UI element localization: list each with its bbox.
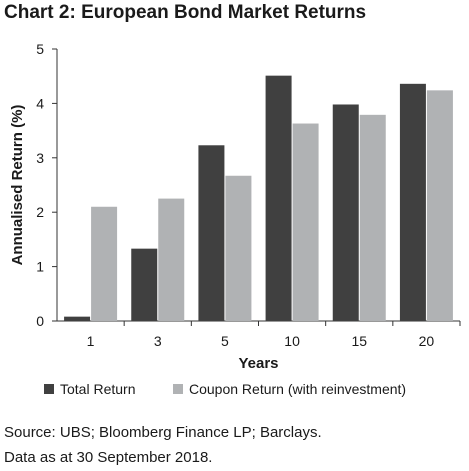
y-tick-label: 4 (36, 95, 44, 111)
y-tick-label: 5 (36, 41, 44, 57)
bar-total-return-5 (198, 145, 225, 321)
bars (64, 75, 453, 322)
bar-coupon-return-15 (359, 114, 386, 321)
legend: Total Return Coupon Return (with reinvest… (44, 381, 406, 397)
bar-total-return-1 (64, 316, 91, 321)
data-date-note: Data as at 30 September 2018. (4, 449, 213, 466)
y-tick-label: 2 (36, 204, 44, 220)
chart-title: Chart 2: European Bond Market Returns (4, 2, 367, 23)
x-tick-label: 10 (284, 333, 300, 349)
bar-coupon-return-10 (292, 123, 319, 321)
tick-labels: 0 1 2 3 4 5 1 3 5 10 15 20 Years Annualised Return (%… (9, 41, 434, 372)
bar-coupon-return-3 (158, 198, 185, 321)
bar-coupon-return-1 (91, 206, 118, 321)
y-axis-title: Annualised Return (%) (9, 105, 26, 266)
y-tick-label: 3 (36, 150, 44, 166)
source-note: Source: UBS; Bloomberg Finance LP; Barcl… (4, 424, 322, 441)
axes (52, 48, 461, 326)
x-tick-label: 15 (351, 333, 367, 349)
y-tick-label: 1 (36, 259, 44, 275)
x-axis-title: Years (238, 355, 278, 372)
legend-swatch-total-return (44, 384, 54, 394)
legend-label-total-return: Total Return (60, 381, 135, 397)
x-tick-label: 1 (87, 333, 95, 349)
x-tick-label: 5 (221, 333, 229, 349)
y-tick-label: 0 (36, 313, 44, 329)
bar-total-return-3 (131, 248, 158, 321)
legend-label-coupon-return: Coupon Return (with reinvestment) (189, 381, 406, 397)
bar-total-return-10 (265, 75, 292, 321)
x-tick-label: 20 (419, 333, 435, 349)
bar-coupon-return-20 (426, 90, 453, 322)
bar-total-return-20 (399, 83, 426, 321)
bar-total-return-15 (332, 104, 359, 321)
bar-coupon-return-5 (225, 175, 252, 321)
x-tick-label: 3 (154, 333, 162, 349)
legend-swatch-coupon-return (173, 384, 183, 394)
